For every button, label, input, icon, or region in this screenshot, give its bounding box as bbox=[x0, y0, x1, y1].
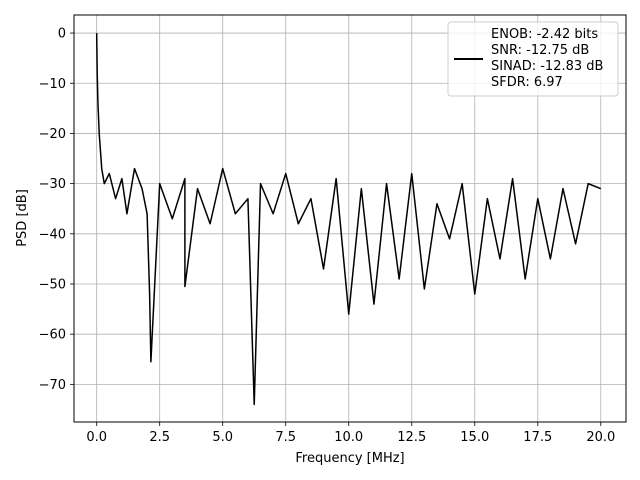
legend-box bbox=[447, 21, 619, 97]
psd-series-line bbox=[95, 33, 602, 406]
x-tick-label: 10.0 bbox=[334, 430, 363, 445]
x-tick-label: 15.0 bbox=[460, 430, 489, 445]
y-axis-ticks: 0 −10 −20 −30 −40 −50 −60 −70 bbox=[39, 27, 74, 393]
x-tick-label: 7.5 bbox=[275, 430, 296, 445]
y-tick-label: −50 bbox=[39, 277, 66, 292]
y-tick-label: −20 bbox=[39, 127, 66, 142]
plot-frame bbox=[73, 14, 627, 423]
x-tick-label: 17.5 bbox=[523, 430, 552, 445]
x-tick-label: 12.5 bbox=[397, 430, 426, 445]
legend: ENOB: -2.42 bits SNR: -12.75 dB SINAD: -… bbox=[447, 21, 619, 97]
x-axis-ticks: 0.0 2.5 5.0 7.5 10.0 12.5 15.0 17.5 20.0 bbox=[86, 422, 615, 445]
y-tick-label: −30 bbox=[39, 177, 66, 192]
x-tick-label: 0.0 bbox=[86, 430, 107, 445]
legend-entry-enob: ENOB: -2.42 bits bbox=[491, 27, 598, 42]
legend-entry-sfdr: SFDR: 6.97 bbox=[491, 75, 563, 90]
x-tick-label: 20.0 bbox=[586, 430, 615, 445]
x-axis-label: Frequency [MHz] bbox=[295, 451, 404, 466]
y-tick-label: −70 bbox=[39, 378, 66, 393]
legend-entry-snr: SNR: -12.75 dB bbox=[491, 43, 589, 58]
y-tick-label: −40 bbox=[39, 227, 66, 242]
legend-entry-sinad: SINAD: -12.83 dB bbox=[491, 59, 603, 74]
x-tick-label: 2.5 bbox=[149, 430, 170, 445]
x-tick-label: 5.0 bbox=[212, 430, 233, 445]
series-layer bbox=[95, 33, 602, 406]
y-tick-label: −10 bbox=[39, 77, 66, 92]
y-tick-label: 0 bbox=[58, 27, 66, 42]
y-tick-label: −60 bbox=[39, 328, 66, 343]
y-axis-label: PSD [dB] bbox=[15, 189, 30, 247]
